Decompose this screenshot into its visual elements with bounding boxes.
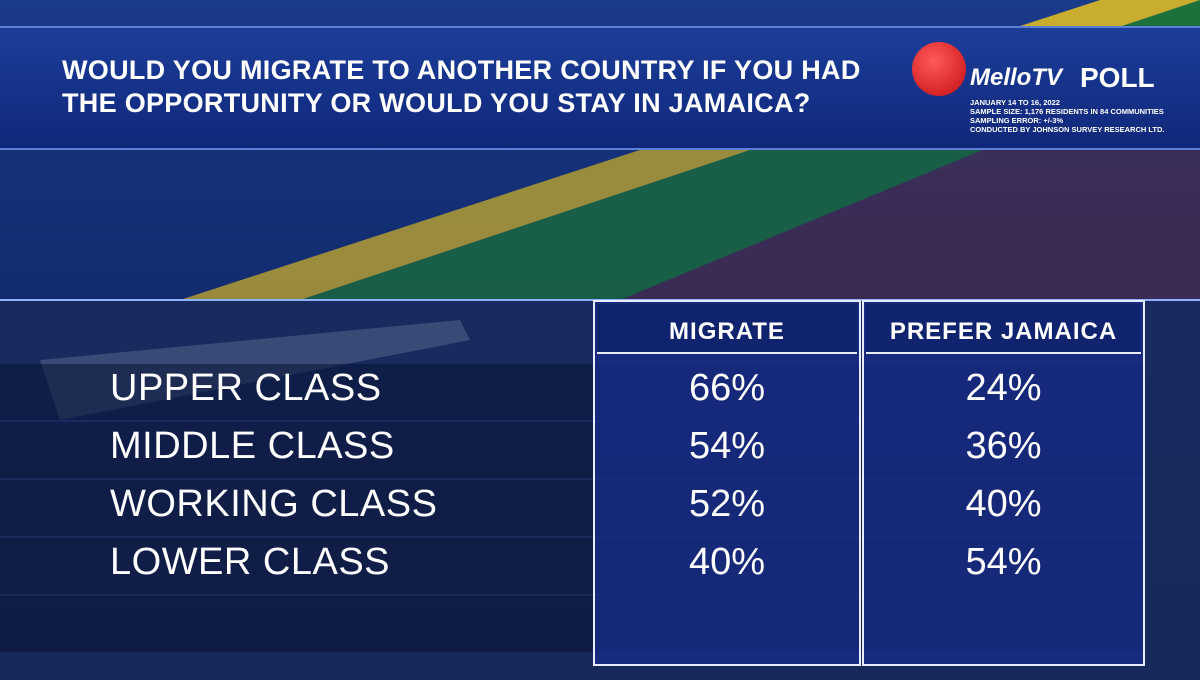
note-line: SAMPLE SIZE: 1,176 RESIDENTS IN 84 COMMU… <box>970 107 1164 116</box>
column-box <box>862 300 1145 666</box>
logo: MelloTV POLL JANUARY 14 TO 16, 2022 SAMPL… <box>912 42 1182 142</box>
note-line: SAMPLING ERROR: +/-3% <box>970 116 1064 125</box>
row-label: LOWER CLASS <box>110 541 391 583</box>
header: WOULD YOU MIGRATE TO ANOTHER COUNTRY IF … <box>0 26 1200 150</box>
cell: 36% <box>965 425 1042 467</box>
map-shade <box>0 146 1200 300</box>
note-line: CONDUCTED BY JOHNSON SURVEY RESEARCH LTD… <box>970 125 1165 134</box>
cell: 24% <box>965 367 1042 409</box>
row-label: WORKING CLASS <box>110 483 438 525</box>
notes: JANUARY 14 TO 16, 2022 SAMPLE SIZE: 1,176… <box>970 98 1164 134</box>
cell: 40% <box>965 483 1042 525</box>
logo-mark <box>912 42 966 96</box>
cell: 40% <box>688 541 766 583</box>
cell: 54% <box>688 425 766 467</box>
column-header: PREFER JAMAICA <box>866 304 1141 354</box>
cell: 66% <box>688 367 766 409</box>
poll-label: POLL <box>1080 62 1155 93</box>
note-line: JANUARY 14 TO 16, 2022 <box>970 98 1060 107</box>
row-label: UPPER CLASS <box>110 367 382 409</box>
column-header: MIGRATE <box>597 304 857 354</box>
brand: MelloTV <box>970 64 1063 91</box>
row-label: MIDDLE CLASS <box>110 425 395 467</box>
column-box <box>593 300 861 666</box>
cell: 52% <box>688 483 766 525</box>
title: WOULD YOU MIGRATE TO ANOTHER COUNTRY IF … <box>62 55 861 118</box>
table: MIGRATE PREFER JAMAICA UPPER CLASS 66% 24% MI… <box>0 300 1200 680</box>
cell: 54% <box>965 541 1042 583</box>
